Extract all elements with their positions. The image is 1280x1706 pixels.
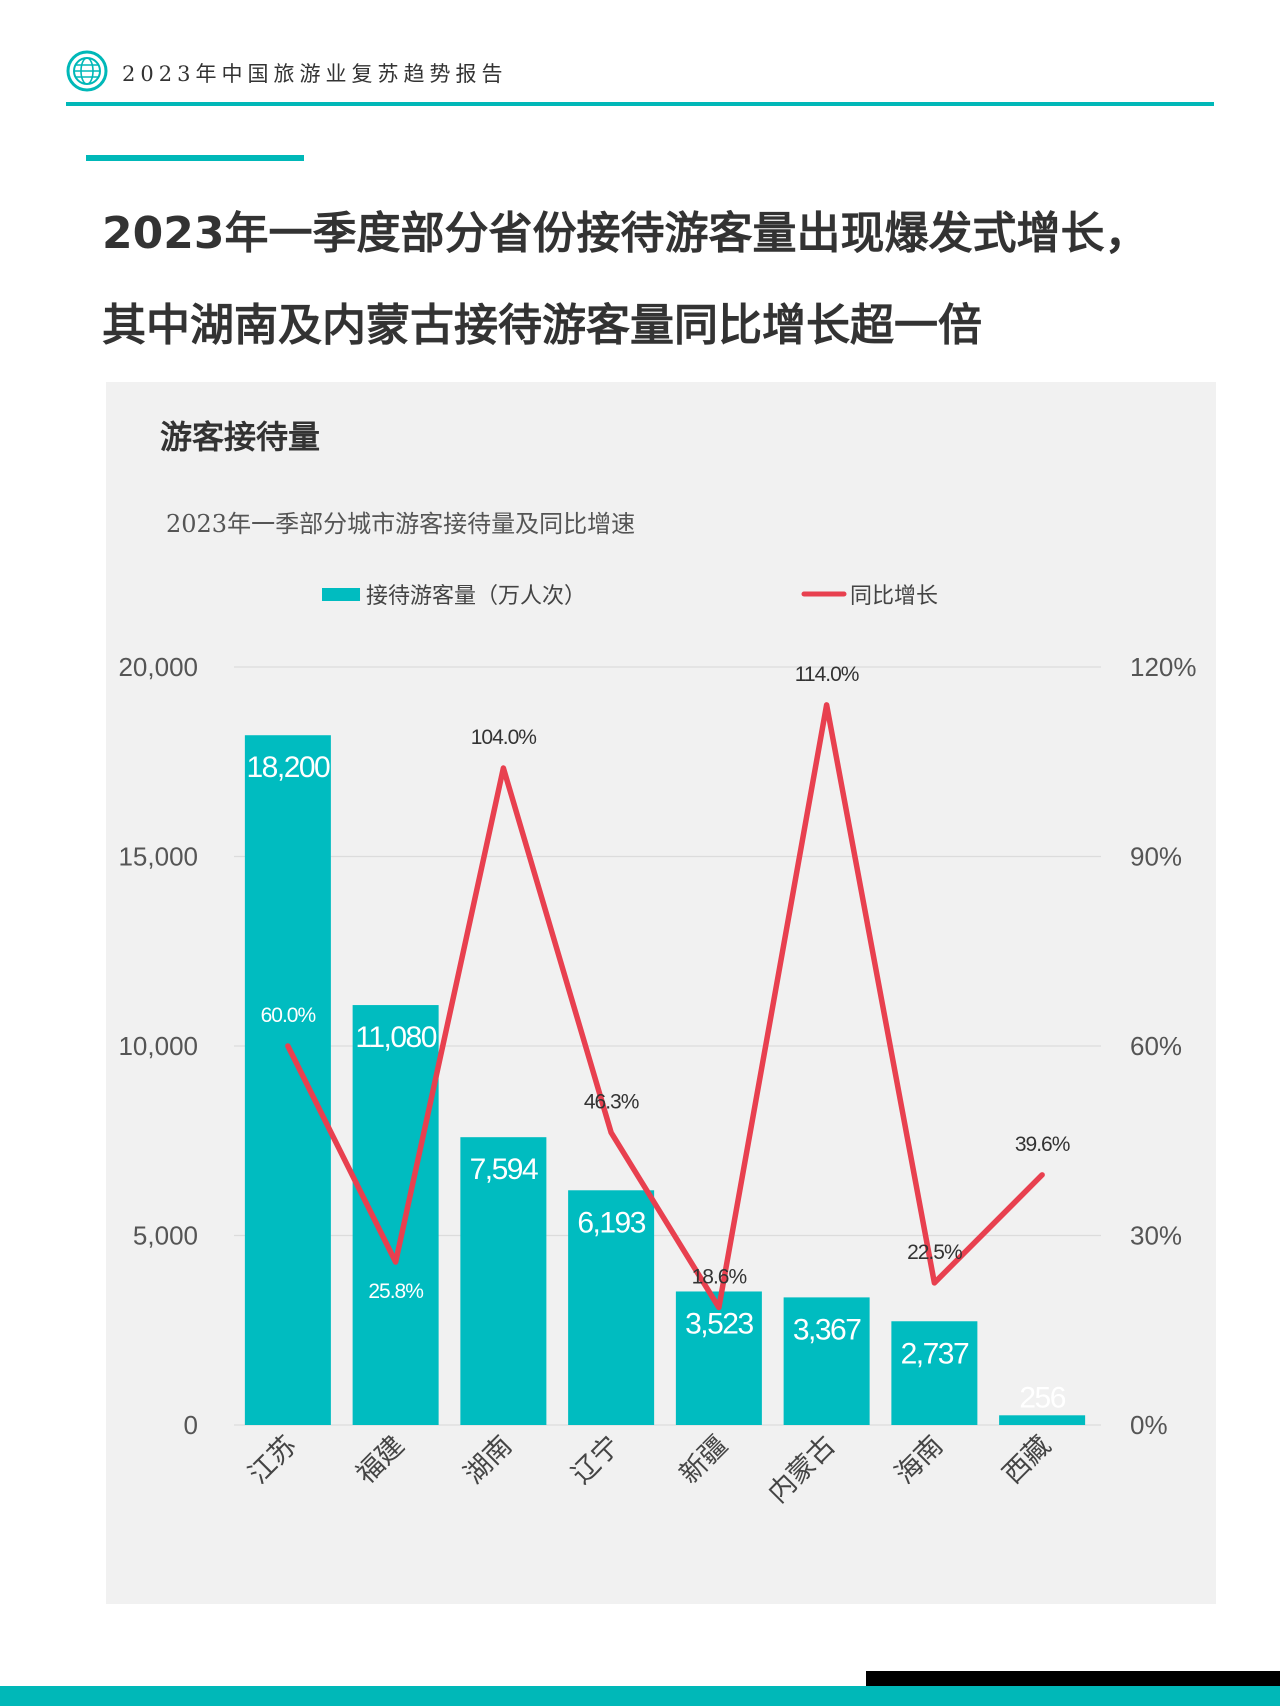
headline-accent-bar — [86, 155, 304, 161]
x-category-label: 新疆 — [674, 1430, 734, 1490]
growth-value-label: 114.0% — [795, 663, 859, 686]
growth-value-label: 60.0% — [261, 1004, 316, 1027]
y-left-tick-label: 0 — [184, 1410, 198, 1440]
y-right-tick-label: 120% — [1130, 652, 1197, 682]
bar — [999, 1415, 1086, 1425]
bar-value-label: 6,193 — [577, 1206, 645, 1239]
footer-black-strip — [866, 1671, 1280, 1687]
y-right-tick-label: 30% — [1130, 1221, 1182, 1251]
headline-line-1: 2023年一季度部分省份接待游客量出现爆发式增长， — [102, 208, 1149, 259]
growth-value-label: 39.6% — [1015, 1133, 1070, 1156]
y-left-tick-label: 5,000 — [133, 1221, 198, 1251]
growth-value-label: 22.5% — [907, 1241, 962, 1264]
bar-value-label: 3,367 — [793, 1313, 861, 1346]
growth-line — [285, 702, 1045, 1311]
report-title: 2023年中国旅游业复苏趋势报告 — [122, 62, 508, 86]
growth-value-label: 25.8% — [368, 1280, 423, 1303]
x-category-label: 湖南 — [458, 1430, 518, 1490]
bar-value-label: 7,594 — [470, 1153, 538, 1186]
bar — [783, 1297, 870, 1425]
y-left-tick-label: 10,000 — [118, 1031, 198, 1061]
x-category-label: 福建 — [350, 1430, 410, 1490]
panel-title: 游客接待量 — [160, 418, 321, 456]
y-left-tick-label: 15,000 — [118, 842, 198, 872]
bar — [568, 1190, 655, 1425]
page-headline: 2023年一季度部分省份接待游客量出现爆发式增长， 其中湖南及内蒙古接待游客量同… — [102, 188, 1222, 372]
x-category-label: 江苏 — [243, 1430, 303, 1490]
bar — [244, 735, 331, 1425]
bar-value-label: 18,200 — [246, 751, 330, 784]
bar — [891, 1321, 978, 1425]
footer-accent-bar — [0, 1686, 1280, 1706]
growth-value-label: 104.0% — [471, 726, 537, 749]
bar-value-label: 11,080 — [355, 1021, 436, 1054]
legend-bar-swatch — [322, 588, 360, 601]
bar — [460, 1137, 547, 1425]
x-category-label: 西藏 — [997, 1430, 1057, 1490]
x-category-label: 辽宁 — [566, 1430, 626, 1490]
legend-bar-label: 接待游客量（万人次） — [366, 584, 586, 609]
y-right-tick-label: 60% — [1130, 1031, 1182, 1061]
bar-value-label: 256 — [1019, 1381, 1065, 1414]
bar-value-label: 3,523 — [685, 1307, 753, 1340]
y-right-tick-label: 90% — [1130, 842, 1182, 872]
growth-value-label: 18.6% — [692, 1266, 747, 1289]
legend-line-label: 同比增长 — [850, 584, 938, 609]
growth-value-label: 46.3% — [584, 1091, 639, 1114]
chart-title: 2023年一季部分城市游客接待量及同比增速 — [166, 510, 635, 538]
report-header: 2023年中国旅游业复苏趋势报告 — [66, 48, 1216, 108]
y-left-tick-label: 20,000 — [118, 652, 198, 682]
globe-logo-icon — [66, 50, 108, 92]
y-right-tick-label: 0% — [1130, 1410, 1168, 1440]
x-category-label: 内蒙古 — [762, 1430, 841, 1509]
x-category-label: 海南 — [889, 1430, 949, 1490]
bar — [675, 1291, 762, 1425]
chart-panel: 游客接待量 2023年一季部分城市游客接待量及同比增速接待游客量（万人次） 同比增… — [106, 382, 1216, 1604]
headline-line-2: 其中湖南及内蒙古接待游客量同比增长超一倍 — [102, 300, 982, 351]
bar-value-label: 2,737 — [901, 1337, 969, 1370]
bar — [352, 1005, 439, 1425]
header-divider — [66, 102, 1214, 106]
